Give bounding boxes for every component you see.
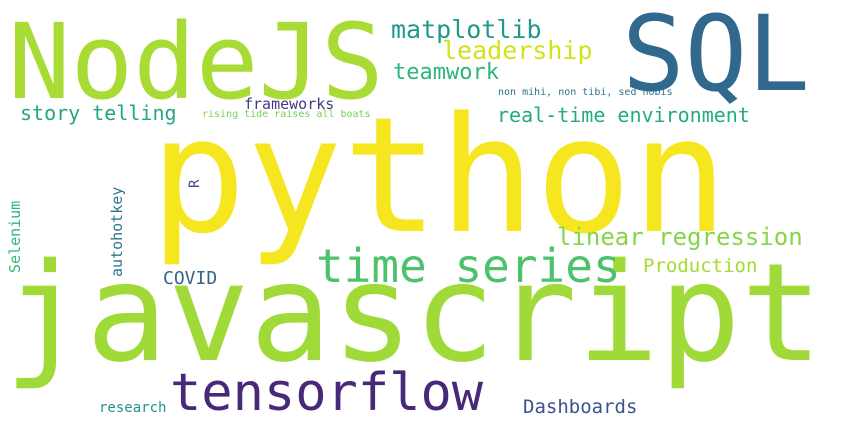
word-nodejs: NodeJS	[8, 1, 384, 123]
word-matplotlib: matplotlib	[391, 15, 542, 44]
word-non-mihi: non mihi, non tibi, sed nobis	[498, 87, 673, 98]
word-time-series: time series	[316, 239, 621, 293]
word-teamwork: teamwork	[393, 60, 499, 85]
word-sql: SQL	[622, 0, 810, 115]
word-frameworks: frameworks	[244, 95, 335, 113]
word-tensorflow: tensorflow	[170, 363, 484, 423]
word-rising-tide: rising tide raises all boats	[202, 109, 371, 120]
word-dashboards: Dashboards	[523, 396, 638, 418]
word-real-time-environment: real-time environment	[497, 103, 750, 127]
word-production: Production	[643, 255, 758, 277]
word-covid: COVID	[163, 268, 218, 289]
word-r: R	[187, 179, 203, 188]
word-python: python	[150, 82, 728, 269]
word-leadership: leadership	[442, 36, 593, 65]
word-research: research	[99, 400, 167, 416]
word-linear-regression: linear regression	[557, 223, 803, 251]
word-javascript: javascript	[4, 235, 823, 393]
word-autohotkey: autohotkey	[108, 186, 126, 277]
word-selenium: Selenium	[6, 200, 24, 273]
word-story-telling: story telling	[20, 101, 177, 125]
